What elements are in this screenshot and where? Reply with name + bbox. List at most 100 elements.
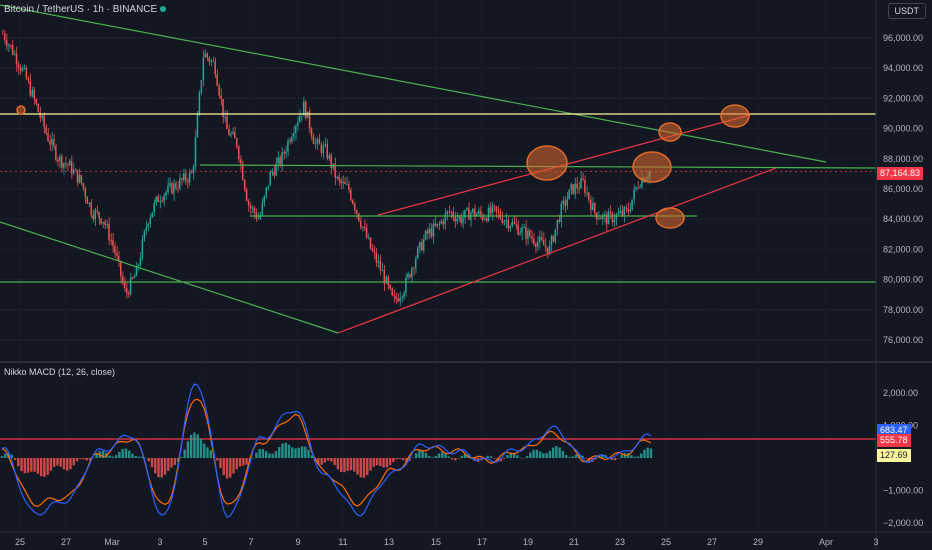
candle-body (623, 207, 625, 216)
candle-body (116, 252, 118, 256)
candle-body (76, 169, 79, 183)
candle-body (125, 288, 128, 294)
macd-histogram-bar (333, 458, 336, 466)
macd-histogram-bar (349, 458, 353, 471)
candle-body (464, 210, 466, 218)
indicator-label[interactable]: Nikko MACD (12, 26, close) (4, 367, 116, 377)
macd-histogram-bar (372, 458, 375, 467)
candle-body (139, 257, 142, 265)
time-tick-label: Apr (819, 537, 833, 547)
candle-body (39, 111, 41, 118)
candle-body (13, 53, 16, 55)
macd-histogram-bar (300, 446, 304, 458)
candle-body (224, 116, 226, 118)
candle-body (615, 214, 618, 220)
histogram-value-tag: 127.69 (877, 449, 911, 462)
macd-histogram-bar (512, 452, 516, 458)
candle-body (230, 133, 232, 136)
symbol-header[interactable]: Bitcoin / TetherUS · 1h · BINANCE (4, 4, 170, 15)
candle-body (165, 191, 167, 196)
macd-histogram-bar (571, 456, 574, 458)
candle-body (385, 276, 387, 284)
candle-body (346, 183, 348, 185)
macd-histogram-bar (565, 455, 568, 458)
time-tick-label: 5 (202, 537, 207, 547)
candle-body (379, 261, 382, 271)
macd-histogram-bar (52, 458, 56, 467)
macd-histogram-bar (0, 456, 4, 458)
macd-histogram-bar (46, 458, 49, 475)
macd-histogram-bar (336, 458, 340, 470)
candle-body (98, 212, 100, 219)
macd-histogram-bar (79, 458, 82, 460)
macd-histogram-bar (385, 458, 389, 468)
candle-body (112, 240, 114, 247)
macd-histogram-bar (183, 449, 186, 458)
candle-body (281, 152, 283, 165)
macd-histogram-bar (124, 448, 128, 458)
candle-body (415, 258, 417, 269)
macd-histogram-bar (414, 453, 418, 458)
time-tick-label: 27 (61, 537, 71, 547)
candle-body (375, 252, 378, 263)
candle-body (19, 67, 22, 71)
candle-body (220, 95, 222, 99)
macd-histogram-bar (92, 457, 95, 459)
candle-body (306, 111, 309, 119)
candle-body (515, 223, 517, 226)
candle-body (448, 211, 450, 213)
candle-body (446, 211, 448, 214)
macd-histogram-bar (499, 458, 503, 462)
macd-histogram-bar (284, 442, 287, 458)
candle-body (570, 184, 572, 190)
currency-button[interactable]: USDT (887, 3, 926, 19)
macd-histogram-bar (219, 458, 222, 469)
macd-histogram-bar (274, 451, 278, 458)
macd-histogram-bar (493, 458, 496, 459)
candle-body (639, 186, 641, 188)
macd-histogram-bar (320, 458, 323, 465)
candle-body (499, 212, 502, 219)
candle-body (21, 68, 24, 71)
macd-histogram-bar (160, 458, 164, 478)
candle-body (574, 183, 576, 194)
candle-body (163, 195, 165, 201)
candle-body (593, 202, 596, 213)
candle-body (560, 203, 562, 222)
macd-histogram-bar (548, 450, 552, 458)
highlight-circle (632, 151, 672, 183)
candle-body (216, 74, 218, 86)
candle-body (605, 214, 608, 225)
candle-body (350, 190, 352, 200)
macd-histogram-bar (297, 447, 300, 458)
macd-histogram-bar (30, 458, 33, 472)
candle-body (316, 139, 319, 144)
highlight-circle (658, 122, 682, 142)
candle-body (92, 214, 94, 220)
candle-body (251, 207, 254, 209)
candle-body (411, 268, 413, 278)
macd-histogram-bar (4, 453, 7, 458)
macd-histogram-bar (617, 458, 620, 459)
candle-body (495, 206, 498, 212)
candle-body (218, 85, 220, 96)
macd-histogram-bar (633, 456, 636, 458)
candle-body (521, 227, 523, 233)
time-tick-label: 13 (384, 537, 394, 547)
macd-histogram-bar (189, 434, 193, 458)
candle-body (312, 136, 315, 144)
candle-body (269, 171, 271, 186)
candle-body (387, 276, 389, 285)
candle-body (533, 238, 535, 244)
candle-body (590, 200, 592, 211)
candle-body (416, 247, 419, 259)
candle-body (214, 61, 216, 75)
candle-body (338, 176, 340, 180)
candle-body (49, 140, 51, 145)
candle-body (422, 239, 425, 251)
candle-body (334, 163, 336, 178)
price-tick-label: 90,000.00 (883, 124, 923, 134)
price-tick-label: 76,000.00 (883, 335, 923, 345)
candle-body (611, 212, 614, 223)
